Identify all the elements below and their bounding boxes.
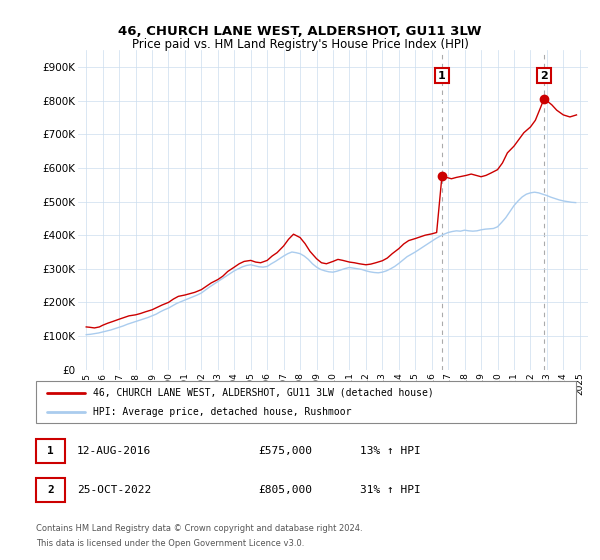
Text: 25-OCT-2022: 25-OCT-2022 [77, 485, 151, 495]
Text: £575,000: £575,000 [258, 446, 312, 456]
Text: Price paid vs. HM Land Registry's House Price Index (HPI): Price paid vs. HM Land Registry's House … [131, 38, 469, 51]
Text: 31% ↑ HPI: 31% ↑ HPI [360, 485, 421, 495]
Text: 2: 2 [540, 71, 548, 81]
Text: 12-AUG-2016: 12-AUG-2016 [77, 446, 151, 456]
Text: Contains HM Land Registry data © Crown copyright and database right 2024.: Contains HM Land Registry data © Crown c… [36, 524, 362, 533]
Text: 46, CHURCH LANE WEST, ALDERSHOT, GU11 3LW (detached house): 46, CHURCH LANE WEST, ALDERSHOT, GU11 3L… [92, 388, 433, 398]
Text: This data is licensed under the Open Government Licence v3.0.: This data is licensed under the Open Gov… [36, 539, 304, 548]
Text: HPI: Average price, detached house, Rushmoor: HPI: Average price, detached house, Rush… [92, 407, 351, 417]
Text: 46, CHURCH LANE WEST, ALDERSHOT, GU11 3LW: 46, CHURCH LANE WEST, ALDERSHOT, GU11 3L… [118, 25, 482, 38]
Text: 1: 1 [47, 446, 54, 456]
Text: £805,000: £805,000 [258, 485, 312, 495]
Text: 1: 1 [438, 71, 446, 81]
Text: 2: 2 [47, 485, 54, 495]
Text: 13% ↑ HPI: 13% ↑ HPI [360, 446, 421, 456]
